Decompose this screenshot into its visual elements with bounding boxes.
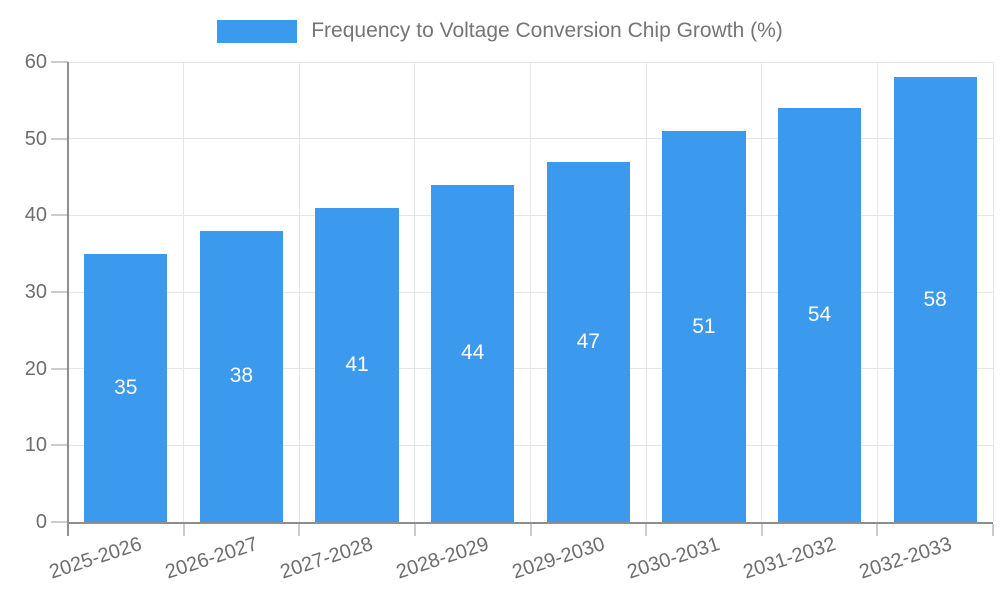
y-axis-label: 30 <box>24 281 47 303</box>
bar-value-label: 44 <box>461 341 485 365</box>
legend-label: Frequency to Voltage Conversion Chip Gro… <box>311 19 783 42</box>
y-tick-mark <box>51 521 68 523</box>
x-axis-label: 2028-2029 <box>393 533 492 584</box>
bar: 54 <box>777 108 862 522</box>
bar-value-label: 35 <box>114 375 138 399</box>
x-axis-label: 2026-2027 <box>162 533 261 584</box>
gridline <box>761 62 763 522</box>
bar-value-label: 58 <box>923 287 947 311</box>
gridline <box>645 62 647 522</box>
y-tick-mark <box>51 367 68 370</box>
y-axis-label: 50 <box>24 127 47 150</box>
x-tick-mark <box>413 524 416 536</box>
x-axis-label: 2027-2028 <box>278 533 376 584</box>
y-tick-mark <box>51 291 68 293</box>
y-tick-mark <box>51 137 68 140</box>
gridline <box>298 62 300 522</box>
bar: 47 <box>546 161 630 522</box>
legend-swatch <box>217 19 298 43</box>
x-tick-mark <box>992 524 994 536</box>
x-axis-label: 2029-2030 <box>509 533 608 584</box>
x-axis-line <box>68 522 993 524</box>
x-axis-label: 2032-2033 <box>856 533 954 584</box>
x-tick-mark <box>182 524 185 536</box>
x-tick-mark <box>529 524 532 536</box>
gridline <box>414 62 416 522</box>
chart-legend: Frequency to Voltage Conversion Chip Gro… <box>0 19 1000 43</box>
y-tick-mark <box>51 214 68 217</box>
bar-value-label: 47 <box>576 329 600 353</box>
y-axis-line <box>67 62 69 536</box>
x-axis-label: 2025-2026 <box>46 533 145 584</box>
y-axis-label: 20 <box>24 357 47 380</box>
plot-area: 0 10 20 30 40 50 60 35 38 41 44 47 51 54 58 2025-2026 20… <box>25 51 994 583</box>
x-tick-mark <box>645 524 648 536</box>
x-tick-mark <box>876 524 879 536</box>
y-tick-mark <box>51 61 68 63</box>
bar: 41 <box>315 207 399 522</box>
y-axis-label: 0 <box>35 511 47 533</box>
bar-value-label: 38 <box>229 364 254 388</box>
bar-value-label: 54 <box>807 303 832 326</box>
x-axis-label: 2031-2032 <box>740 533 839 584</box>
x-tick-mark <box>298 524 301 536</box>
x-tick-mark <box>760 524 763 536</box>
bar: 35 <box>84 253 168 522</box>
bar: 58 <box>893 77 977 522</box>
gridline <box>876 62 878 522</box>
gridline <box>183 62 185 522</box>
y-axis-label: 60 <box>24 51 47 73</box>
gridline <box>992 62 994 522</box>
bar-value-label: 41 <box>345 352 369 376</box>
legend-item[interactable]: Frequency to Voltage Conversion Chip Gro… <box>217 19 783 43</box>
bar: 51 <box>662 131 746 522</box>
bar: 44 <box>431 184 515 522</box>
y-axis-label: 10 <box>24 434 47 457</box>
bar: 38 <box>199 230 284 522</box>
bar-value-label: 51 <box>692 314 716 338</box>
x-axis-label: 2030-2031 <box>624 533 723 584</box>
y-axis-label: 40 <box>24 204 47 227</box>
y-tick-mark <box>51 444 68 447</box>
gridline <box>530 62 531 522</box>
